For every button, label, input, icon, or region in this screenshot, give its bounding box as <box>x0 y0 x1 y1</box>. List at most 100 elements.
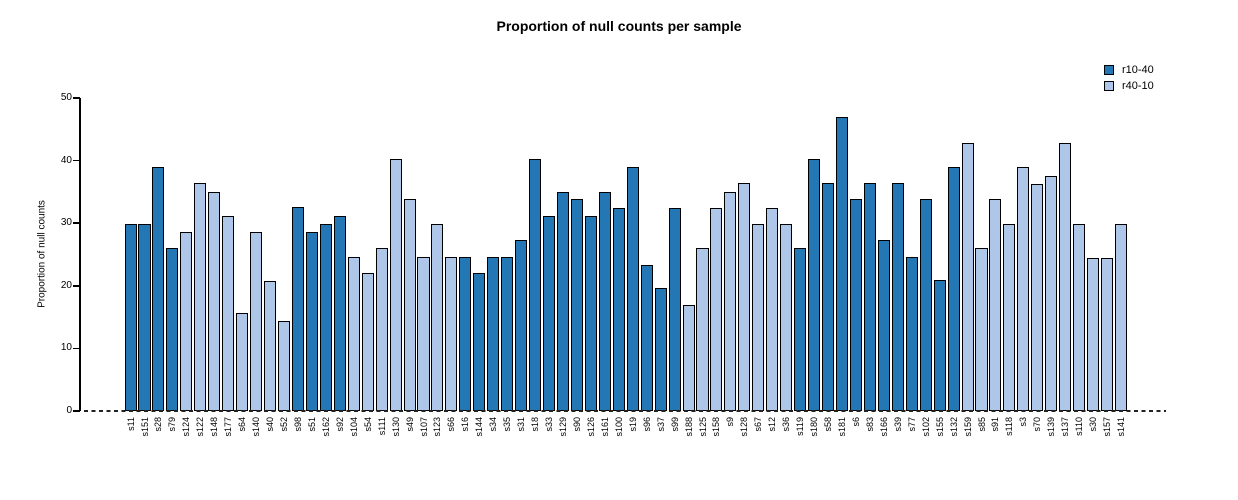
x-tick-label-s137: s137 <box>1060 417 1071 437</box>
x-tick-label-s40: s40 <box>265 417 276 432</box>
bar-s98 <box>291 206 304 411</box>
x-tick-label-s66: s66 <box>446 417 457 432</box>
bar-s161 <box>598 191 611 411</box>
bar-s36 <box>780 224 793 411</box>
x-tick-label-s79: s79 <box>167 417 178 432</box>
y-tick-50 <box>73 97 80 99</box>
x-tick-label-s34: s34 <box>488 417 499 432</box>
x-tick-label-s37: s37 <box>655 417 666 432</box>
bar-s70 <box>1031 183 1044 411</box>
x-tick-label-s35: s35 <box>502 417 513 432</box>
bar-s51 <box>305 231 318 411</box>
x-tick-label-s122: s122 <box>195 417 206 437</box>
bar-s40 <box>264 280 277 411</box>
x-tick-label-s128: s128 <box>739 417 750 437</box>
bar-s83 <box>863 183 876 411</box>
bar-s6 <box>849 199 862 411</box>
x-tick-label-s180: s180 <box>809 417 820 437</box>
bar-s132 <box>947 167 960 411</box>
bar-s148 <box>208 191 221 411</box>
bar-s3 <box>1017 167 1030 411</box>
x-tick-label-s83: s83 <box>864 417 875 432</box>
y-axis <box>79 98 81 411</box>
x-tick-label-s132: s132 <box>948 417 959 437</box>
x-tick-label-s67: s67 <box>753 417 764 432</box>
zero-baseline-dashed-line <box>84 410 1166 412</box>
bar-s19 <box>626 166 639 411</box>
bar-s123 <box>431 223 444 411</box>
bar-s64 <box>236 313 249 411</box>
x-tick-label-s31: s31 <box>516 417 527 432</box>
bar-s96 <box>640 264 653 411</box>
x-tick-label-s140: s140 <box>251 417 262 437</box>
bar-s144 <box>473 272 486 411</box>
bar-s139 <box>1045 175 1058 411</box>
x-tick-label-s16: s16 <box>460 417 471 432</box>
bar-s128 <box>738 183 751 411</box>
bar-s159 <box>961 143 974 411</box>
bar-s77 <box>905 257 918 411</box>
bar-s107 <box>417 257 430 411</box>
legend-item-r40-10: r40-10 <box>1104 78 1154 94</box>
x-tick-label-s151: s151 <box>139 417 150 437</box>
bar-s180 <box>808 159 821 411</box>
x-tick-label-s3: s3 <box>1018 417 1029 427</box>
bar-s119 <box>794 248 807 411</box>
bar-s137 <box>1059 143 1072 411</box>
legend-label-r40-10: r40-10 <box>1122 79 1154 92</box>
bar-s92 <box>333 215 346 411</box>
bar-s16 <box>459 257 472 411</box>
x-tick-label-s70: s70 <box>1032 417 1043 432</box>
bar-s91 <box>989 199 1002 411</box>
legend-swatch-r10-40 <box>1104 65 1114 75</box>
x-tick-label-s39: s39 <box>892 417 903 432</box>
bar-s12 <box>766 207 779 411</box>
x-tick-label-s157: s157 <box>1102 417 1113 437</box>
x-tick-label-s19: s19 <box>627 417 638 432</box>
y-tick-label-50: 50 <box>60 92 72 103</box>
x-tick-label-s18: s18 <box>530 417 541 432</box>
y-tick-label-20: 20 <box>60 279 72 291</box>
x-tick-label-s110: s110 <box>1074 417 1085 436</box>
y-tick-40 <box>73 159 80 162</box>
x-tick-label-s144: s144 <box>474 417 485 437</box>
bar-s111 <box>375 247 388 411</box>
bar-s129 <box>556 191 570 411</box>
chart-title: Proportion of null counts per sample <box>496 18 742 34</box>
bar-s30 <box>1087 257 1100 411</box>
bar-s9 <box>724 191 737 411</box>
y-tick-label-30: 30 <box>60 217 72 229</box>
y-tick-10 <box>73 347 80 350</box>
x-tick-label-s124: s124 <box>181 417 192 437</box>
bar-s79 <box>166 248 179 411</box>
x-tick-label-s158: s158 <box>711 417 722 437</box>
x-tick-label-s91: s91 <box>990 417 1001 432</box>
bar-s58 <box>822 183 835 411</box>
x-tick-label-s129: s129 <box>558 417 568 437</box>
x-tick-label-s30: s30 <box>1088 417 1099 432</box>
bar-s162 <box>319 223 332 411</box>
bar-s102 <box>919 199 932 411</box>
x-tick-label-s161: s161 <box>599 417 610 437</box>
x-tick-label-s58: s58 <box>823 417 834 432</box>
x-tick-label-s28: s28 <box>153 417 164 432</box>
x-tick-label-s148: s148 <box>209 417 220 437</box>
bar-s52 <box>277 321 291 411</box>
y-tick-0 <box>73 410 80 412</box>
x-tick-label-s100: s100 <box>613 417 624 437</box>
bar-s124 <box>180 231 193 411</box>
legend-item-r10-40: r10-40 <box>1104 62 1154 78</box>
x-tick-label-s125: s125 <box>697 417 708 437</box>
bar-s110 <box>1073 224 1086 411</box>
x-tick-label-s104: s104 <box>348 417 359 437</box>
bar-s39 <box>891 183 904 411</box>
x-tick-label-s64: s64 <box>237 417 248 432</box>
bar-s90 <box>570 199 583 411</box>
bar-s33 <box>543 215 556 411</box>
bar-s140 <box>250 231 263 411</box>
x-tick-label-s6: s6 <box>850 417 861 427</box>
bar-s166 <box>877 240 890 411</box>
x-tick-label-s111: s111 <box>376 417 387 436</box>
bar-s158 <box>710 207 723 411</box>
